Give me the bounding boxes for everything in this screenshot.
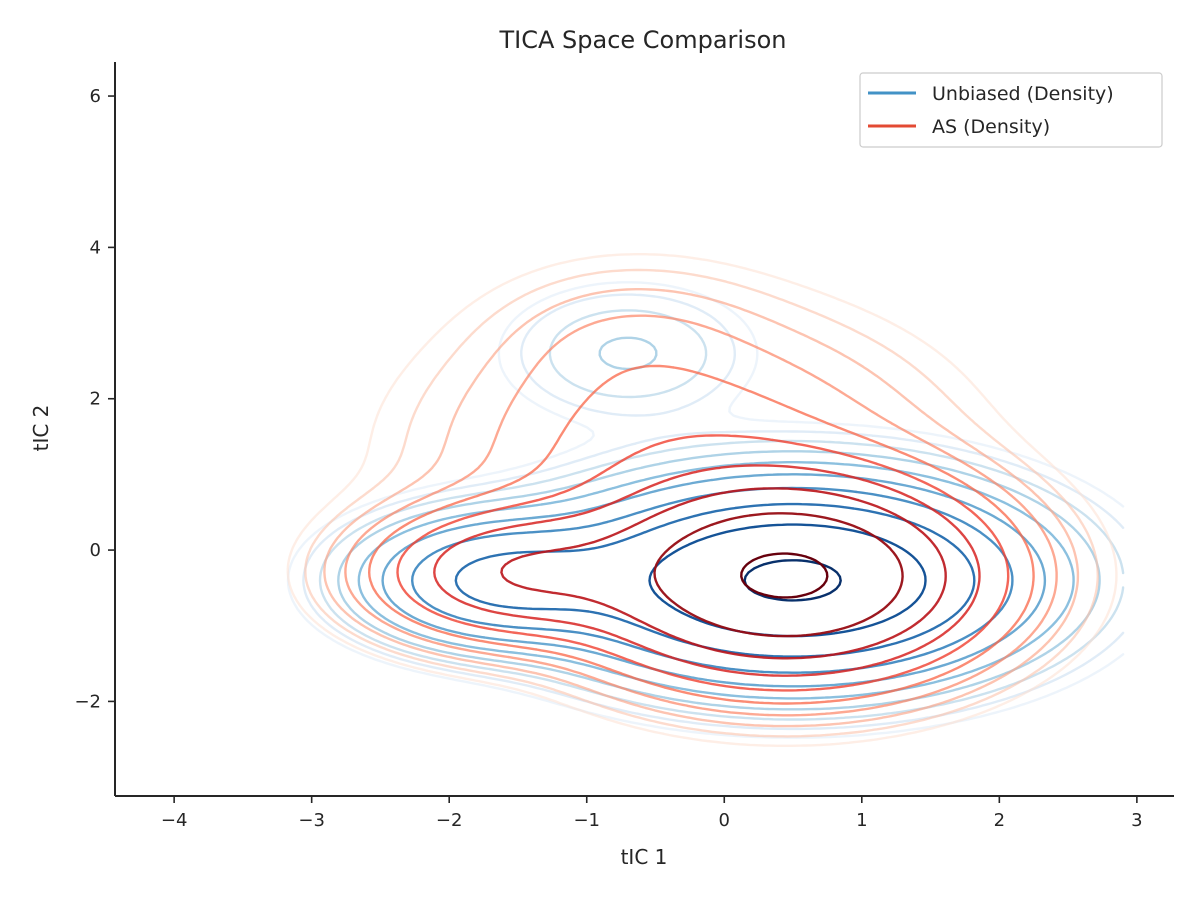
contour-line <box>304 268 1099 738</box>
contour-line <box>500 487 947 660</box>
legend-frame <box>859 72 1163 148</box>
contour-line <box>286 253 1118 747</box>
x-tick-label: 1 <box>856 810 867 831</box>
contour-series <box>286 253 1118 747</box>
y-tick-label: −2 <box>74 691 101 712</box>
y-tick-label: 6 <box>90 86 101 107</box>
legend-label-as: AS (Density) <box>932 116 1050 138</box>
x-ticks: −4 −3 −2 −1 0 1 2 3 <box>161 796 1143 831</box>
x-tick-label: −1 <box>573 810 600 831</box>
contour-line <box>740 552 829 599</box>
x-tick-label: 0 <box>719 810 730 831</box>
x-tick-label: 2 <box>994 810 1005 831</box>
x-tick-label: −3 <box>298 810 325 831</box>
contour-line <box>648 523 927 638</box>
contour-line <box>344 314 1058 717</box>
contour-line <box>653 512 904 638</box>
y-ticks: −2 0 2 4 6 <box>74 86 115 712</box>
contour-layer <box>286 253 1125 747</box>
contour-line <box>368 364 1035 705</box>
legend-label-unbiased: Unbiased (Density) <box>932 83 1114 105</box>
legend: Unbiased (Density) AS (Density) <box>859 72 1163 148</box>
contour-line <box>433 464 981 677</box>
contour-series <box>286 281 1125 739</box>
x-axis-label: tIC 1 <box>621 845 668 869</box>
contour-line <box>454 502 976 658</box>
y-tick-label: 0 <box>90 540 101 561</box>
x-tick-label: −4 <box>161 810 188 831</box>
axes <box>114 62 1174 797</box>
y-tick-label: 2 <box>90 389 101 410</box>
x-tick-label: −2 <box>436 810 463 831</box>
y-axis-label: tIC 2 <box>29 405 53 452</box>
chart-title: TICA Space Comparison <box>498 26 786 54</box>
x-tick-label: 3 <box>1131 810 1142 831</box>
contour-line <box>396 434 1010 692</box>
contour-line <box>323 288 1080 728</box>
contour-line <box>286 281 1125 739</box>
y-tick-label: 4 <box>90 237 101 258</box>
